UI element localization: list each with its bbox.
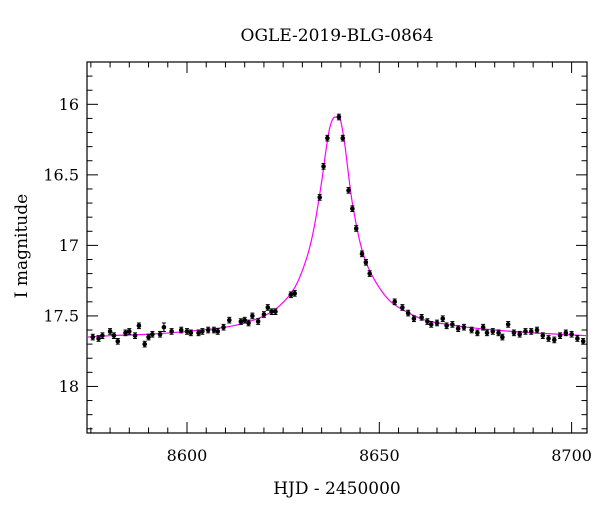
plot-frame xyxy=(86,61,588,434)
y-tick-label: 16 xyxy=(59,95,79,114)
data-point xyxy=(127,329,132,334)
data-point xyxy=(523,329,528,334)
data-point xyxy=(346,188,351,193)
x-axis-label: HJD - 2450000 xyxy=(273,479,401,499)
data-point xyxy=(150,331,155,337)
data-point xyxy=(505,322,511,327)
data-point xyxy=(100,333,105,338)
data-point xyxy=(563,330,569,336)
data-point xyxy=(440,316,446,322)
data-point xyxy=(178,327,184,333)
data-point xyxy=(400,305,405,310)
data-point xyxy=(211,327,217,333)
data-point xyxy=(184,329,190,334)
y-axis-label: I magnitude xyxy=(12,194,32,298)
data-point xyxy=(161,324,167,330)
data-point xyxy=(428,322,434,327)
data-point xyxy=(188,330,194,336)
data-point xyxy=(353,226,359,231)
data-point xyxy=(455,326,461,331)
data-point xyxy=(575,336,580,341)
data-point xyxy=(317,195,322,200)
data-point xyxy=(528,329,534,334)
data-point xyxy=(484,330,490,336)
plot-area: 8600 8650 8700 16 16.5 17 17.5 18 xyxy=(43,61,592,465)
data-point xyxy=(340,135,346,141)
data-point xyxy=(157,331,163,337)
data-point xyxy=(496,330,501,336)
chart-title: OGLE-2019-BLG-0864 xyxy=(241,26,434,46)
data-point xyxy=(242,317,247,323)
data-point xyxy=(540,333,546,338)
data-point xyxy=(580,339,586,344)
data-point xyxy=(480,324,486,330)
data-point xyxy=(511,330,517,336)
y-tick-label: 17 xyxy=(59,236,79,255)
data-point xyxy=(367,271,372,276)
data-point xyxy=(269,309,274,314)
data-point xyxy=(359,251,365,257)
y-tick-label: 18 xyxy=(59,377,79,396)
data-point xyxy=(569,331,574,337)
data-point xyxy=(325,135,330,141)
data-point xyxy=(411,316,417,322)
data-point xyxy=(227,317,232,323)
data-point xyxy=(107,329,113,334)
data-point xyxy=(425,319,430,324)
data-point xyxy=(250,313,255,319)
data-point xyxy=(336,114,342,120)
data-point xyxy=(557,333,563,338)
data-point xyxy=(405,310,411,316)
model-curve xyxy=(86,116,588,338)
x-tick-label: 8600 xyxy=(167,446,208,465)
data-point xyxy=(261,312,267,317)
data-point xyxy=(136,323,142,329)
data-point xyxy=(111,333,117,338)
data-point xyxy=(115,339,121,344)
x-tick-label: 8700 xyxy=(551,446,592,465)
data-point xyxy=(434,320,440,326)
data-point xyxy=(146,334,151,340)
data-point xyxy=(288,292,294,298)
data-point xyxy=(142,341,147,347)
data-point xyxy=(196,330,201,336)
x-tick-label: 8650 xyxy=(359,446,400,465)
data-point xyxy=(96,336,101,341)
data-point xyxy=(419,315,424,320)
data-point xyxy=(169,329,174,334)
data-point xyxy=(90,334,96,340)
data-point xyxy=(255,319,261,324)
data-point xyxy=(392,299,397,305)
data-point xyxy=(132,333,138,338)
data-point xyxy=(490,329,496,334)
data-point xyxy=(221,324,226,330)
y-tick-label: 16.5 xyxy=(43,165,79,184)
data-point xyxy=(475,330,480,336)
data-point xyxy=(273,309,278,314)
data-point xyxy=(321,164,326,169)
data-point xyxy=(238,319,244,324)
data-point xyxy=(469,327,474,333)
data-point xyxy=(123,330,128,336)
data-point xyxy=(444,323,449,329)
data-point xyxy=(265,305,271,310)
data-point xyxy=(205,327,211,333)
data-point xyxy=(552,337,557,343)
y-tick-label: 17.5 xyxy=(43,306,79,325)
data-point xyxy=(200,329,205,334)
data-point xyxy=(215,329,221,334)
data-point xyxy=(292,291,297,296)
data-point xyxy=(363,260,369,265)
data-point xyxy=(546,336,551,341)
data-point xyxy=(450,322,455,327)
data-point xyxy=(246,320,251,326)
data-point xyxy=(461,324,467,330)
data-point xyxy=(350,206,355,212)
data-point xyxy=(500,334,505,340)
data-point xyxy=(517,331,522,337)
data-point xyxy=(534,327,540,333)
